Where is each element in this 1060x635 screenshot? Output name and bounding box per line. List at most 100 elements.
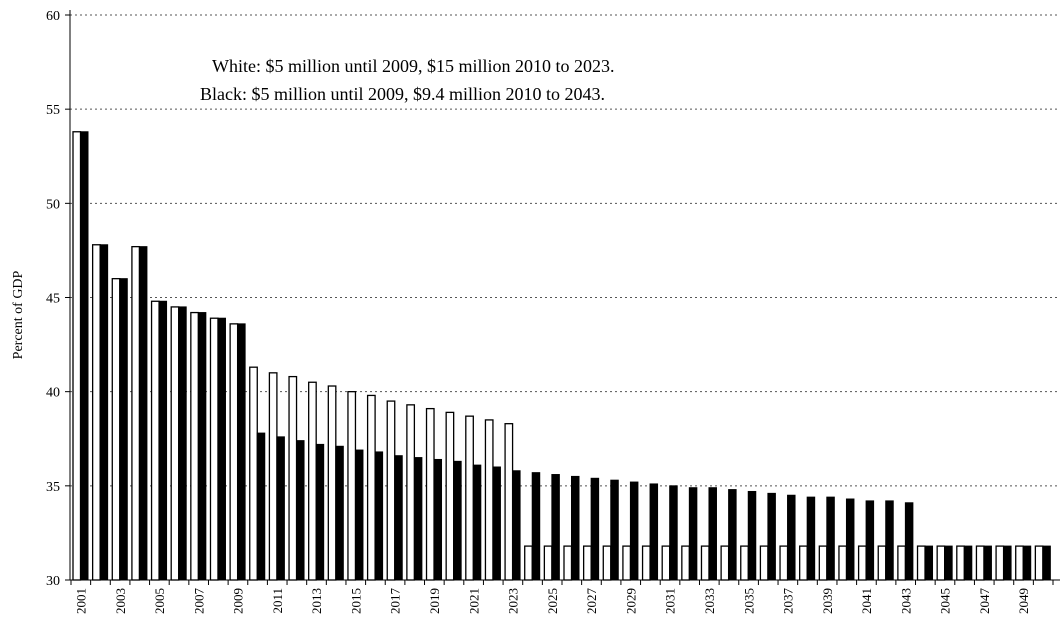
bar-black-2040	[845, 498, 855, 581]
bar-black-2003	[119, 278, 128, 581]
bar-white-2021	[465, 415, 474, 581]
y-tick-label: 60	[46, 9, 60, 24]
x-tick-label: 2047	[977, 588, 992, 615]
bar-white-2015	[347, 391, 357, 581]
bar-white-2025	[543, 545, 553, 581]
bar-black-2035	[747, 490, 757, 581]
x-tick-label: 2043	[898, 588, 913, 614]
bar-white-2028	[602, 545, 612, 581]
bar-white-2022	[484, 419, 494, 581]
bar-white-2031	[661, 545, 671, 581]
x-tick-label: 2005	[152, 588, 167, 614]
bar-black-2032	[688, 487, 698, 581]
bar-black-2034	[728, 489, 737, 581]
bar-white-2004	[131, 245, 141, 581]
x-tick-label: 2003	[113, 588, 128, 614]
bar-white-2042	[877, 545, 887, 581]
x-tick-label: 2039	[820, 588, 835, 614]
bar-white-2035	[740, 545, 749, 581]
x-axis-ticks: 2001 2003 2005 2007 2009 2011 2013 2015 2017 2019…	[70, 580, 1054, 615]
bar-black-2009	[237, 323, 246, 581]
bar-white-2008	[209, 317, 219, 581]
bar-white-2023	[504, 423, 514, 581]
bar-black-2007	[197, 312, 207, 581]
bar-black-2042	[885, 500, 894, 581]
bar-black-2038	[806, 496, 816, 581]
bar-black-2001	[80, 131, 89, 581]
bar-black-2004	[138, 246, 148, 581]
x-tick-label: 2017	[388, 588, 403, 615]
bar-white-2030	[641, 545, 651, 581]
bar-white-2036	[759, 545, 769, 581]
x-tick-label: 2023	[506, 588, 521, 614]
bar-black-2039	[826, 496, 835, 581]
x-tick-label: 2029	[623, 588, 638, 614]
y-tick-label: 50	[46, 197, 60, 212]
axes	[69, 10, 1060, 581]
bar-white-2005	[150, 300, 160, 581]
bar-white-2006	[170, 306, 180, 581]
x-tick-label: 2035	[741, 588, 756, 614]
y-axis-label: Percent of GDP	[11, 270, 26, 359]
bar-black-2020	[453, 460, 462, 581]
bar-white-2033	[700, 545, 710, 581]
bar-black-2026	[571, 475, 580, 581]
bar-black-2045	[944, 545, 953, 581]
y-tick-label: 55	[46, 103, 60, 118]
bar-black-2016	[374, 451, 384, 581]
bar-black-2022	[492, 466, 501, 581]
x-tick-label: 2019	[427, 588, 442, 614]
bar-black-2030	[649, 483, 659, 581]
bar-white-2014	[327, 385, 337, 581]
bar-white-2029	[622, 545, 632, 581]
bar-black-2043	[904, 502, 914, 581]
bar-white-2046	[956, 545, 965, 581]
x-tick-label: 2037	[781, 588, 796, 615]
bar-white-2032	[681, 545, 690, 581]
bar-white-2011	[268, 372, 278, 581]
bar-white-2026	[563, 545, 573, 581]
bar-black-2028	[610, 479, 619, 581]
annotation-white: White: $5 million until 2009, $15 millio…	[212, 56, 615, 76]
bar-black-2018	[413, 457, 423, 581]
y-tick-label: 35	[46, 480, 60, 495]
bar-black-2029	[629, 481, 639, 581]
bar-black-2048	[1003, 545, 1012, 581]
x-tick-label: 2011	[270, 588, 285, 614]
x-tick-label: 2013	[309, 588, 324, 614]
x-tick-label: 2033	[702, 588, 717, 614]
x-tick-label: 2045	[938, 588, 953, 614]
bar-white-2020	[445, 411, 455, 581]
bar-white-2007	[190, 311, 199, 581]
bar-white-2002	[91, 244, 101, 581]
bar-black-2023	[512, 470, 521, 581]
bar-black-2010	[256, 432, 266, 581]
bar-black-2044	[924, 545, 934, 581]
bar-white-2049	[1015, 545, 1024, 581]
bar-black-2024	[531, 472, 541, 581]
bar-white-2016	[366, 394, 376, 581]
x-tick-label: 2015	[348, 588, 363, 614]
bar-black-2046	[963, 545, 973, 581]
bar-white-2040	[838, 545, 848, 581]
y-tick-label: 30	[46, 574, 60, 589]
x-tick-label: 2021	[466, 588, 481, 614]
bar-black-2019	[433, 458, 443, 581]
bar-black-2014	[335, 445, 344, 581]
bar-white-2045	[936, 545, 946, 581]
bar-black-2005	[158, 300, 168, 581]
x-tick-label: 2027	[584, 588, 599, 615]
bar-black-2050	[1042, 545, 1051, 581]
bar-black-2037	[787, 494, 796, 581]
bar-white-2012	[288, 375, 298, 581]
x-tick-label: 2031	[663, 588, 678, 614]
bar-black-2027	[590, 477, 600, 581]
bar-white-2044	[916, 545, 926, 581]
x-tick-label: 2041	[859, 588, 874, 614]
bar-white-2018	[406, 404, 416, 581]
bar-white-2050	[1034, 545, 1044, 581]
bar-white-2047	[975, 545, 985, 581]
bar-black-2031	[669, 485, 678, 581]
y-tick-label: 40	[46, 386, 60, 401]
